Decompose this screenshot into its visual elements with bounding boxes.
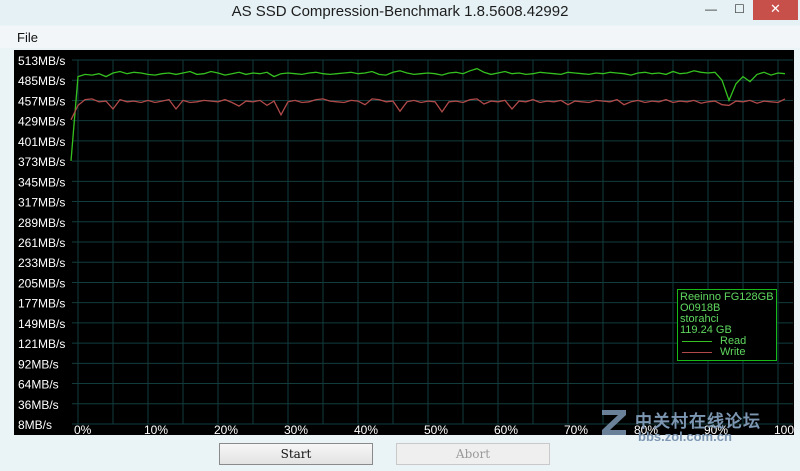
x-tick-label: 100% — [774, 423, 794, 435]
maximize-button[interactable]: ☐ — [734, 2, 745, 16]
y-tick-label: 345MB/s — [18, 175, 65, 189]
y-tick-label: 429MB/s — [18, 115, 65, 129]
x-tick-label: 40% — [354, 423, 378, 435]
y-tick-label: 401MB/s — [18, 135, 65, 149]
window-title: AS SSD Compression-Benchmark 1.8.5608.42… — [231, 3, 569, 20]
legend-read-label: Read — [720, 335, 747, 347]
drive-model: Reeinno FG128GB — [680, 291, 774, 303]
y-tick-label: 121MB/s — [18, 337, 65, 351]
drive-firmware: O0918B — [680, 302, 721, 314]
x-tick-label: 60% — [494, 423, 518, 435]
menu-file[interactable]: File — [17, 30, 38, 45]
x-tick-label: 0% — [74, 423, 92, 435]
y-tick-label: 92MB/s — [18, 357, 59, 371]
legend-write-swatch — [682, 352, 712, 353]
y-tick-label: 8MB/s — [18, 418, 52, 432]
series-line-read — [70, 67, 786, 161]
y-tick-label: 289MB/s — [18, 216, 65, 230]
legend-read: Read — [680, 336, 776, 347]
y-tick-label: 177MB/s — [18, 297, 65, 311]
legend-read-swatch — [682, 341, 712, 342]
y-tick-label: 513MB/s — [18, 54, 65, 68]
legend-write-label: Write — [720, 346, 746, 358]
y-tick-label: 317MB/s — [18, 196, 65, 210]
y-tick-label: 149MB/s — [18, 317, 65, 331]
start-button[interactable]: Start — [219, 443, 373, 465]
chart-svg: 513MB/s 485MB/s 457MB/s 429MB/s 401MB/s 373MB… — [14, 50, 800, 437]
drive-driver: storahci — [680, 313, 719, 325]
title-bar: AS SSD Compression-Benchmark 1.8.5608.42… — [0, 0, 800, 25]
abort-button: Abort — [396, 443, 550, 465]
x-tick-label: 10% — [144, 423, 168, 435]
y-tick-label: 36MB/s — [18, 398, 59, 412]
y-tick-label: 373MB/s — [18, 155, 65, 169]
x-tick-label: 90% — [704, 423, 728, 435]
x-tick-label: 30% — [284, 423, 308, 435]
y-tick-label: 205MB/s — [18, 276, 65, 290]
y-tick-label: 485MB/s — [18, 74, 65, 88]
x-tick-label: 50% — [424, 423, 448, 435]
minimize-button[interactable]: — — [705, 2, 717, 16]
menu-bar: File — [0, 26, 800, 48]
y-tick-label: 64MB/s — [18, 378, 59, 392]
legend-write: Write — [680, 347, 776, 358]
drive-capacity: 119.24 GB — [680, 324, 732, 336]
close-button[interactable]: ✕ — [753, 0, 798, 20]
benchmark-chart: 513MB/s 485MB/s 457MB/s 429MB/s 401MB/s 373MB… — [14, 50, 800, 437]
y-tick-label: 261MB/s — [18, 236, 65, 250]
series-line-write — [70, 98, 786, 121]
y-tick-label: 233MB/s — [18, 256, 65, 270]
x-tick-label: 80% — [634, 423, 658, 435]
drive-info-panel: Reeinno FG128GB O0918B storahci 119.24 G… — [677, 289, 777, 361]
x-tick-label: 70% — [564, 423, 588, 435]
x-tick-label: 20% — [214, 423, 238, 435]
y-tick-label: 457MB/s — [18, 94, 65, 108]
